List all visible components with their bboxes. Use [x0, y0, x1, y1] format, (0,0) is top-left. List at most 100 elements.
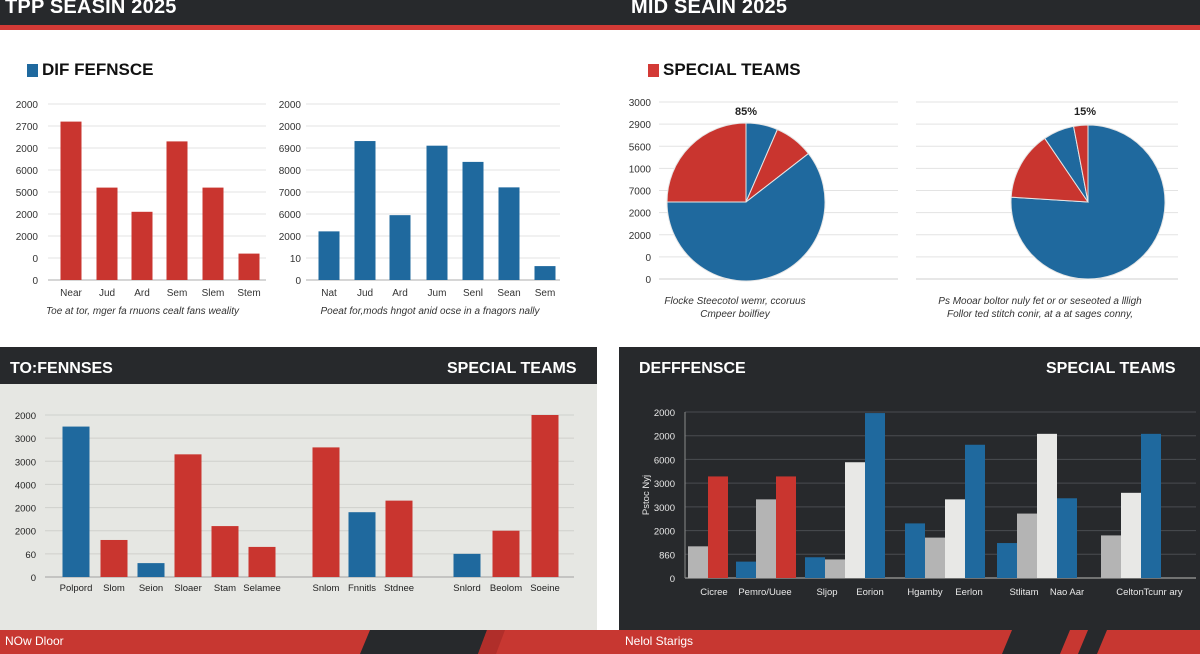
bar	[1017, 513, 1037, 578]
svg-text:2000: 2000	[15, 527, 36, 538]
bar	[348, 512, 376, 577]
bar	[318, 231, 340, 280]
svg-text:Sljop: Sljop	[816, 587, 837, 598]
top-middle-chart-caption: Poeat for,mods hngot anid ocse in a fnag…	[320, 306, 540, 317]
svg-text:Sem: Sem	[535, 288, 556, 299]
bar	[426, 145, 448, 280]
offense-special-teams-panel: TO:FENNSES SPECIAL TEAMS 2000 3000 3000 400…	[0, 347, 597, 630]
svg-text:7000: 7000	[629, 187, 652, 198]
bar	[137, 563, 165, 577]
svg-text:Ard: Ard	[392, 288, 408, 299]
svg-text:6000: 6000	[279, 210, 302, 221]
svg-text:0: 0	[32, 276, 38, 287]
top-middle-bar-chart: 2000 2000 6900 8000 7000 6000 2000 10 0 Nat Jud Ard…	[279, 100, 560, 299]
svg-text:Beolom: Beolom	[490, 583, 522, 594]
svg-text:7000: 7000	[279, 188, 302, 199]
svg-text:Sloaer: Sloaer	[174, 583, 201, 594]
svg-text:0: 0	[670, 574, 675, 585]
pie-chart-2-caption: Ps Mooar boltor nuly fet or or seseoted …	[915, 295, 1165, 321]
footer-right-label: Nelol Starigs	[625, 634, 694, 648]
bar	[845, 462, 865, 578]
svg-text:2900: 2900	[629, 120, 652, 131]
bar	[462, 161, 484, 280]
bottom-left-bar-chart: 2000 3000 3000 4000 2000 2000 60 0 Polpord Slom Se…	[15, 411, 574, 594]
svg-text:3000: 3000	[654, 503, 675, 514]
svg-text:Jud: Jud	[357, 288, 373, 299]
bar	[202, 187, 224, 280]
svg-text:Stem: Stem	[237, 288, 260, 299]
bar	[354, 141, 376, 280]
special-teams-section-title: SPECIAL TEAMS	[648, 60, 801, 80]
pie-slice	[666, 122, 747, 203]
pie-slice	[666, 152, 826, 282]
top-left-bar-chart: 2000 2700 2000 6000 5000 2000 2000 0 0 Near Jud Ard…	[16, 100, 266, 299]
svg-text:Stlitam: Stlitam	[1009, 587, 1038, 598]
svg-text:60: 60	[25, 550, 36, 561]
svg-text:Near: Near	[60, 288, 82, 299]
special-teams-panel-title: SPECIAL TEAMS	[447, 360, 577, 377]
svg-text:Sean: Sean	[497, 288, 520, 299]
bar	[248, 546, 276, 577]
svg-text:Jud: Jud	[99, 288, 115, 299]
svg-text:5000: 5000	[16, 188, 39, 199]
bar	[238, 253, 260, 280]
svg-text:2000: 2000	[654, 408, 675, 419]
svg-text:Eerlon: Eerlon	[955, 587, 982, 598]
bottom-right-grouped-bar-chart: 2000 2000 6000 3000 3000 2000 860 0 Pstoc Nyj Cic…	[641, 408, 1196, 598]
svg-text:Slom: Slom	[103, 583, 125, 594]
svg-text:2000: 2000	[654, 527, 675, 538]
svg-text:860: 860	[659, 550, 675, 561]
header-bar	[0, 0, 1200, 25]
svg-text:15%: 15%	[1074, 106, 1096, 118]
bar	[688, 546, 708, 578]
header-accent-stripe	[0, 25, 1200, 30]
svg-text:3000: 3000	[15, 434, 36, 445]
bar	[60, 121, 82, 280]
bar	[1141, 433, 1161, 578]
svg-text:10: 10	[290, 254, 302, 265]
bar	[925, 537, 945, 578]
svg-text:2000: 2000	[629, 231, 652, 242]
bar	[385, 500, 413, 577]
bar	[965, 444, 985, 578]
svg-text:Selamee: Selamee	[243, 583, 281, 594]
footer-right-diagonal-stripes	[1002, 630, 1107, 654]
svg-text:Seion: Seion	[139, 583, 163, 594]
bar	[166, 141, 188, 280]
bar	[131, 211, 153, 280]
svg-text:5600: 5600	[629, 142, 652, 153]
bar	[825, 559, 845, 578]
bar	[865, 413, 885, 578]
footer-bar-left: NOw Dloor	[0, 630, 600, 654]
bar	[100, 539, 128, 577]
footer-left-label: NOw Dloor	[5, 634, 64, 648]
offense-panel-title: TO:FENNSES	[10, 360, 113, 377]
svg-text:Ard: Ard	[134, 288, 150, 299]
svg-text:Soeine: Soeine	[530, 583, 560, 594]
svg-text:0: 0	[31, 573, 36, 584]
special-teams-panel-title-2: SPECIAL TEAMS	[1046, 360, 1176, 377]
svg-text:2000: 2000	[279, 232, 302, 243]
svg-text:Nao Aar: Nao Aar	[1050, 587, 1084, 598]
panel-header	[0, 347, 597, 384]
bar	[997, 543, 1017, 578]
svg-text:3000: 3000	[15, 457, 36, 468]
svg-text:2000: 2000	[16, 144, 39, 155]
svg-text:Sem: Sem	[167, 288, 188, 299]
svg-text:4000: 4000	[15, 480, 36, 491]
svg-text:Nat: Nat	[321, 288, 337, 299]
bar	[776, 476, 796, 578]
bar	[534, 266, 556, 280]
svg-text:8000: 8000	[279, 166, 302, 177]
bar	[708, 476, 728, 578]
defense-special-teams-panel: DEFFFENSCE SPECIAL TEAMS 2000 2000 6000 300…	[619, 347, 1200, 630]
svg-text:6000: 6000	[16, 166, 39, 177]
svg-text:Fnnitls: Fnnitls	[348, 583, 376, 594]
header-title-left: TPP SEASIN 2025	[5, 0, 177, 18]
pie-chart-1-caption-line-1: Flocke Steecotol wemr, ccoruus	[664, 296, 806, 307]
bar	[492, 530, 520, 577]
svg-text:Cicree: Cicree	[700, 587, 727, 598]
top-left-chart-caption: Toe at tor, mger fa rnuons cealt fans we…	[45, 306, 240, 317]
defense-panel-title: DEFFFENSCE	[639, 360, 746, 377]
